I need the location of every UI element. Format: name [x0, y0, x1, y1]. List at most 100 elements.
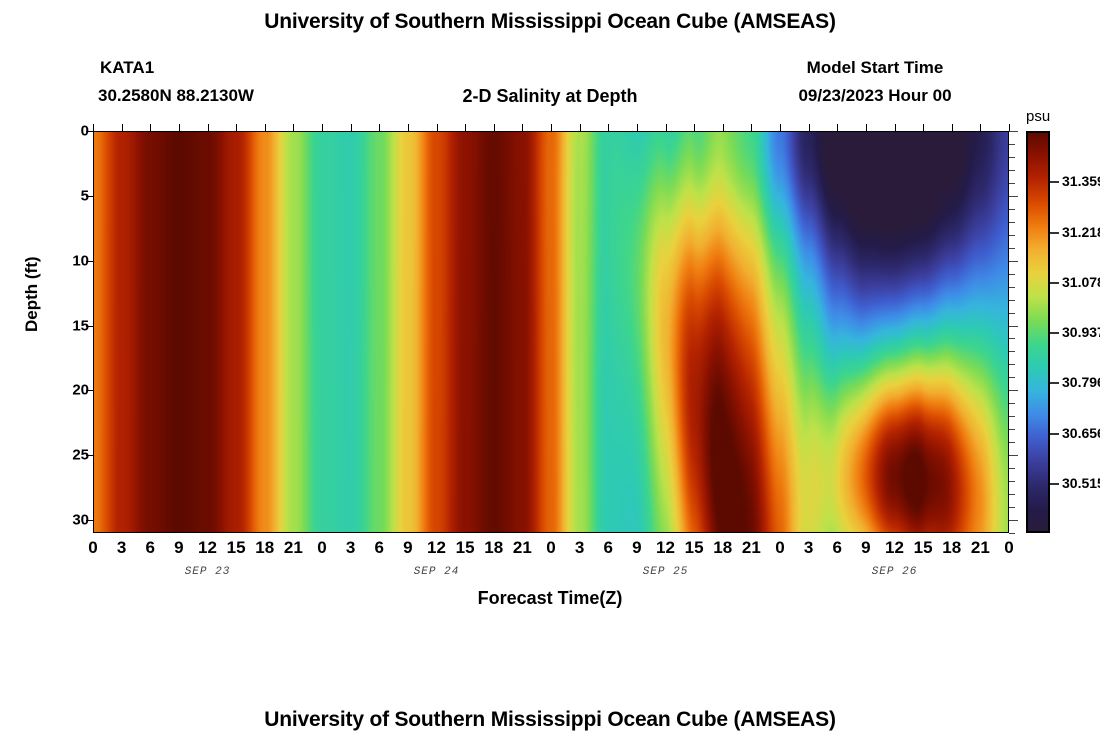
depth-tick-label: 20 — [72, 381, 89, 399]
time-tick-mark — [980, 124, 982, 131]
time-tick-label: 6 — [145, 538, 155, 557]
time-tick-mark — [207, 124, 209, 131]
time-tick-mark — [951, 124, 953, 131]
time-tick-label: 0 — [546, 538, 556, 557]
time-tick-mark — [894, 124, 896, 131]
colorbar-unit-label: psu — [1026, 108, 1051, 125]
colorbar-tick-label: 31.0781 — [1062, 273, 1100, 290]
colorbar-tick-mark — [1050, 332, 1059, 334]
y-axis-label: Depth (ft) — [22, 256, 41, 332]
time-tick-mark — [322, 124, 323, 131]
time-tick-mark — [293, 124, 295, 131]
time-tick-label: 21 — [283, 538, 303, 557]
time-tick-label: 0 — [775, 538, 785, 557]
day-label: SEP 24 — [413, 566, 460, 578]
colorbar — [1026, 131, 1050, 533]
depth-tick-label: 25 — [72, 446, 89, 464]
model-start-time-value: 09/23/2023 Hour 00 — [798, 86, 952, 105]
time-tick-mark — [493, 124, 495, 131]
footer-title: University of Southern Mississippi Ocean… — [264, 708, 836, 731]
day-label: SEP 23 — [184, 566, 231, 578]
x-axis-label: Forecast Time(Z) — [477, 588, 623, 608]
salinity-heatmap-plot — [93, 131, 1009, 533]
depth-minor-tick — [1009, 131, 1018, 132]
time-tick-label: 18 — [484, 538, 504, 557]
colorbar-canvas — [1026, 131, 1050, 533]
chart-subtitle: 2-D Salinity at Depth — [462, 86, 638, 106]
time-tick-mark — [522, 124, 524, 131]
colorbar-tick-mark — [1050, 432, 1059, 435]
time-tick-label: 15 — [913, 538, 933, 557]
depth-minor-tick — [1009, 234, 1015, 236]
depth-minor-tick — [1009, 468, 1015, 470]
depth-minor-tick — [1009, 208, 1015, 210]
depth-minor-tick — [1009, 156, 1015, 158]
colorbar-tick-label: 30.9375 — [1062, 324, 1100, 340]
time-tick-mark — [636, 124, 638, 131]
time-tick-label: 3 — [345, 538, 356, 557]
time-tick-mark — [865, 124, 867, 131]
depth-minor-tick — [1009, 455, 1018, 457]
time-tick-label: 12 — [885, 538, 904, 557]
depth-minor-tick — [1009, 416, 1015, 418]
depth-tick-label: 15 — [72, 317, 89, 335]
depth-tick-mark — [86, 455, 94, 457]
depth-minor-tick — [1009, 143, 1015, 145]
depth-minor-tick — [1009, 338, 1015, 340]
depth-tick-label: 5 — [80, 187, 89, 205]
depth-minor-tick — [1009, 351, 1015, 353]
colorbar-tick-mark — [1050, 231, 1059, 234]
time-tick-mark — [436, 124, 438, 131]
time-tick-mark — [722, 124, 724, 131]
time-tick-mark — [1009, 124, 1010, 131]
time-tick-label: 21 — [970, 538, 990, 557]
time-tick-mark — [379, 124, 381, 131]
time-tick-mark — [837, 124, 839, 131]
depth-tick-mark — [86, 260, 94, 262]
time-tick-mark — [178, 124, 180, 131]
depth-minor-tick — [1009, 520, 1018, 522]
depth-minor-tick — [1009, 325, 1018, 327]
depth-tick-mark — [86, 325, 94, 327]
time-tick-mark — [751, 124, 753, 131]
depth-minor-tick — [1009, 312, 1015, 314]
time-tick-label: 15 — [226, 538, 246, 557]
colorbar-tick-label: 31.2187 — [1062, 223, 1100, 240]
model-start-time-label: Model Start Time — [806, 58, 944, 77]
time-tick-label: 0 — [1004, 538, 1014, 557]
time-tick-label: 3 — [803, 538, 814, 557]
time-tick-mark — [465, 124, 467, 131]
station-coordinates: 30.2580N 88.2130W — [98, 86, 254, 105]
depth-tick-mark — [86, 131, 94, 132]
depth-minor-tick — [1009, 533, 1015, 534]
depth-minor-tick — [1009, 494, 1015, 496]
time-tick-label: 9 — [632, 538, 642, 557]
time-tick-mark — [694, 124, 696, 131]
depth-minor-tick — [1009, 429, 1015, 431]
depth-minor-tick — [1009, 299, 1015, 301]
time-tick-label: 3 — [574, 538, 585, 557]
time-tick-label: 15 — [455, 538, 475, 557]
day-label: SEP 25 — [642, 566, 689, 578]
depth-minor-tick — [1009, 377, 1015, 379]
time-tick-mark — [551, 124, 552, 131]
page-title: University of Southern Mississippi Ocean… — [264, 10, 836, 33]
time-tick-mark — [923, 124, 925, 131]
colorbar-tick-label: 30.5156 — [1062, 474, 1100, 491]
time-tick-label: 9 — [861, 538, 871, 557]
depth-minor-tick — [1009, 169, 1015, 171]
time-tick-label: 12 — [198, 538, 217, 557]
time-tick-mark — [93, 124, 94, 131]
depth-minor-tick — [1009, 286, 1015, 288]
depth-minor-tick — [1009, 260, 1018, 262]
depth-minor-tick — [1009, 403, 1015, 405]
colorbar-tick-mark — [1050, 181, 1059, 184]
time-tick-label: 21 — [741, 538, 761, 557]
time-tick-label: 12 — [656, 538, 675, 557]
time-tick-mark — [579, 124, 581, 131]
depth-minor-tick — [1009, 221, 1015, 223]
colorbar-tick-label: 30.7968 — [1062, 374, 1100, 391]
time-tick-label: 18 — [942, 538, 962, 557]
time-tick-label: 18 — [713, 538, 733, 557]
depth-minor-tick — [1009, 195, 1018, 197]
